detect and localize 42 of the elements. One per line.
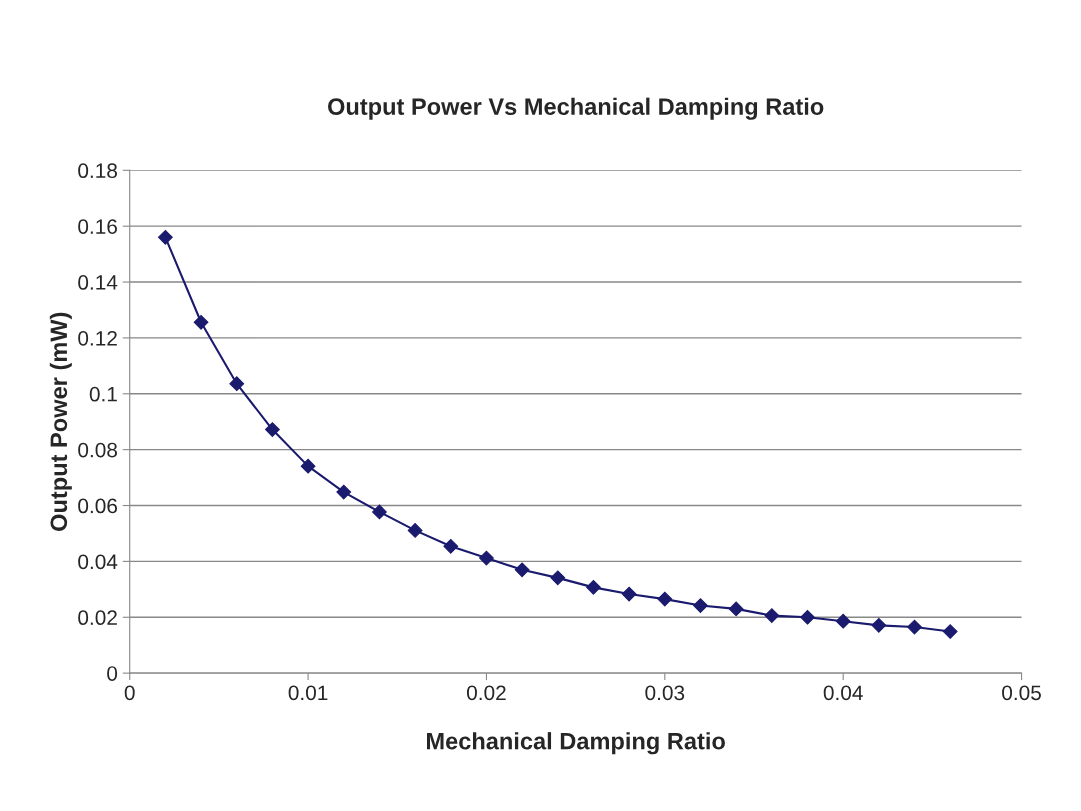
y-tick-label: 0.04 <box>78 554 118 570</box>
point <box>621 586 637 602</box>
point <box>443 538 459 554</box>
point <box>550 570 566 586</box>
point <box>800 609 815 625</box>
y-tick-label: 0.02 <box>78 610 117 626</box>
point <box>586 579 601 595</box>
y-tick-label: 0 <box>107 666 118 681</box>
point <box>336 484 352 500</box>
x-tick-label: 0.03 <box>645 685 685 701</box>
point <box>764 608 780 623</box>
x-tick-label: 0 <box>124 685 135 701</box>
point <box>479 550 494 566</box>
point <box>728 601 744 617</box>
x-tick-label: 0.05 <box>1002 685 1041 701</box>
point <box>407 522 423 538</box>
point <box>907 619 922 635</box>
point <box>158 229 173 245</box>
point <box>193 314 209 330</box>
point <box>693 598 708 613</box>
y-tick-label: 0.06 <box>78 498 117 514</box>
y-tick-label: 0.1 <box>89 386 117 402</box>
point <box>871 617 887 633</box>
x-tick-label: 0.01 <box>288 685 328 701</box>
y-axis-title: Output Power (mW) <box>49 312 72 531</box>
point <box>942 624 958 639</box>
point <box>265 422 280 437</box>
y-tick-label: 0.14 <box>78 275 118 290</box>
x-axis-title: Mechanical Damping Ratio <box>427 732 725 755</box>
y-tick-label: 0.18 <box>78 163 118 179</box>
point <box>835 613 851 629</box>
point <box>657 591 673 607</box>
chart-title: Output Power Vs Mechanical Damping Ratio <box>328 97 824 120</box>
point <box>372 504 387 520</box>
y-tick-label: 0.12 <box>78 330 117 346</box>
y-tick-label: 0.08 <box>78 442 118 458</box>
point <box>514 562 530 578</box>
x-tick-label: 0.04 <box>823 685 863 701</box>
x-tick-label: 0.02 <box>466 685 506 701</box>
point <box>229 376 245 392</box>
y-tick-label: 0.16 <box>78 219 117 234</box>
point <box>300 458 316 474</box>
